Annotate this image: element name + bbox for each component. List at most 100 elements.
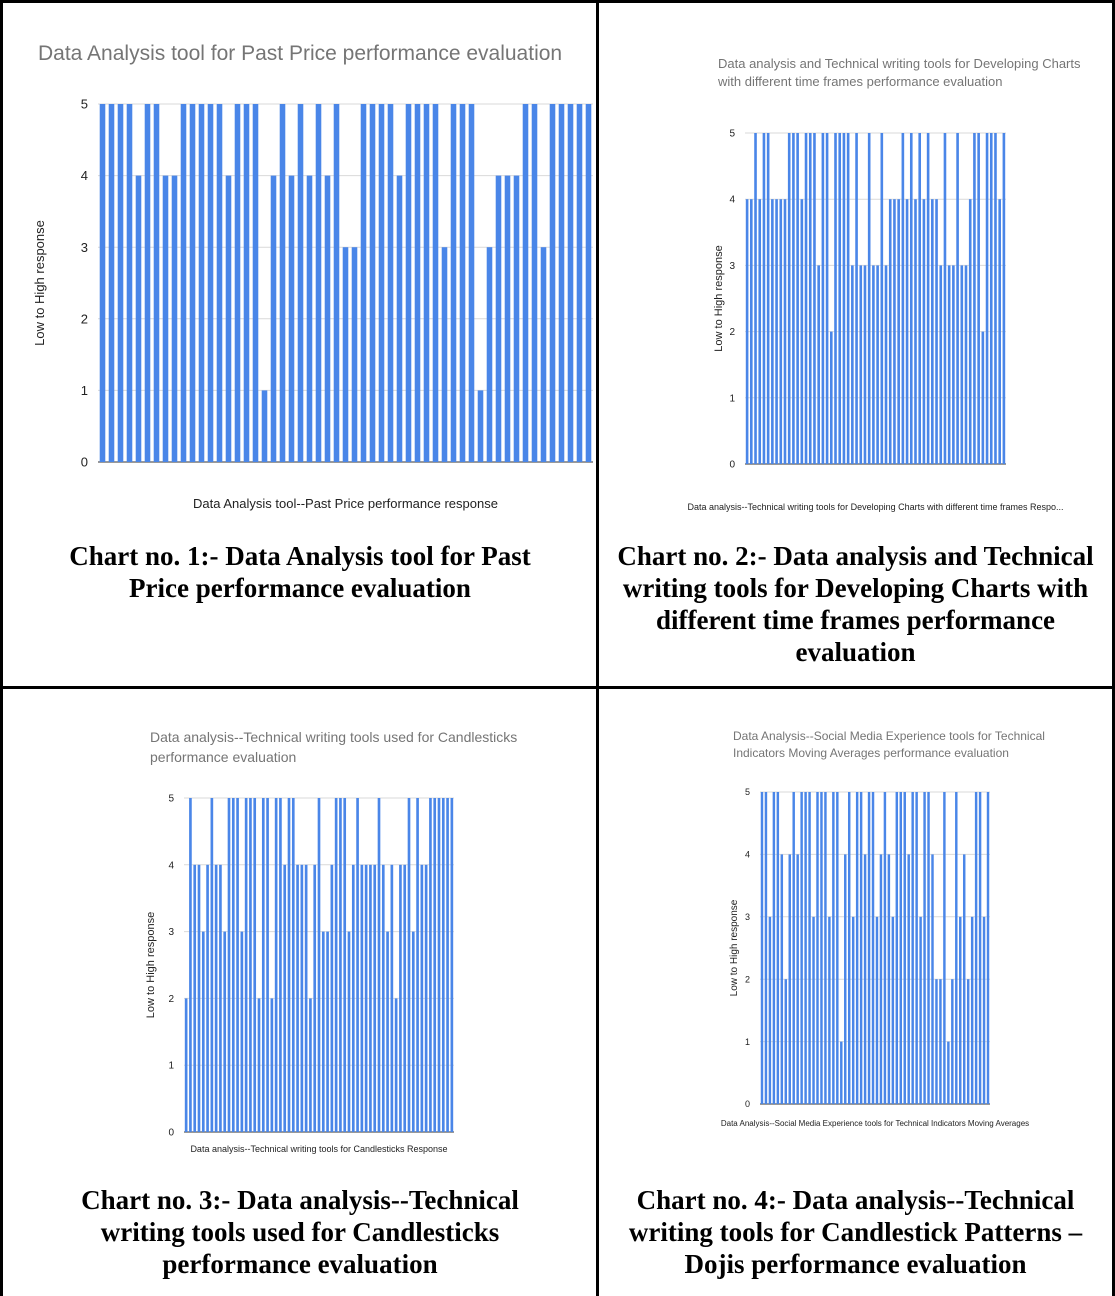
bar: [99, 104, 106, 462]
bar: [330, 864, 334, 1132]
bar: [966, 979, 970, 1104]
bar: [821, 133, 825, 464]
y-tick-label: 5: [168, 794, 174, 805]
bar: [780, 854, 784, 1104]
bar: [943, 133, 947, 464]
bar: [477, 390, 484, 462]
bar: [978, 792, 982, 1104]
bar: [842, 133, 846, 464]
bar: [223, 931, 227, 1132]
bar: [210, 798, 214, 1132]
bar: [468, 104, 475, 462]
bar: [386, 931, 389, 1132]
bar: [117, 104, 124, 462]
bar: [968, 199, 972, 464]
bar: [771, 199, 774, 464]
bar: [855, 792, 859, 1104]
bar: [888, 199, 892, 464]
bar: [441, 247, 448, 462]
bar: [396, 175, 403, 462]
bar: [243, 104, 250, 462]
bar: [951, 979, 954, 1104]
bar: [851, 265, 854, 464]
bar: [922, 199, 926, 464]
bar: [531, 104, 538, 462]
y-tick-label: 3: [729, 261, 735, 272]
bar: [180, 104, 187, 462]
bar: [772, 792, 776, 1104]
bar: [433, 798, 437, 1132]
bar: [326, 931, 329, 1132]
bar: [351, 864, 355, 1132]
bar: [279, 798, 282, 1132]
bar: [450, 798, 454, 1132]
bar: [970, 916, 974, 1104]
bar: [955, 792, 958, 1104]
y-tick-label: 4: [729, 195, 735, 206]
bar: [893, 199, 896, 464]
bar: [249, 798, 252, 1132]
bar: [768, 916, 772, 1104]
bar: [377, 798, 381, 1132]
bar: [871, 792, 875, 1104]
y-tick-label: 5: [745, 787, 750, 797]
bar: [567, 104, 574, 462]
y-tick-label: 2: [729, 327, 735, 338]
bar: [905, 199, 909, 464]
bar: [252, 104, 259, 462]
bar: [206, 864, 209, 1132]
bar: [356, 798, 359, 1132]
bar: [189, 798, 192, 1132]
bar: [378, 104, 385, 462]
bar: [240, 931, 244, 1132]
bar: [334, 798, 338, 1132]
bar: [522, 104, 529, 462]
bar: [291, 798, 295, 1132]
bar: [198, 104, 205, 462]
bar: [558, 104, 565, 462]
x-axis-label: Data analysis--Technical writing tools f…: [190, 1144, 447, 1154]
y-axis-label: Low to High response: [729, 899, 740, 996]
bar: [414, 104, 421, 462]
bar: [309, 998, 312, 1132]
bar: [407, 798, 411, 1132]
bar: [787, 133, 791, 464]
bar: [333, 104, 340, 462]
y-tick-label: 3: [745, 912, 750, 922]
bar: [369, 104, 376, 462]
bar: [360, 864, 364, 1132]
y-tick-label: 3: [81, 240, 88, 255]
bar: [760, 792, 764, 1104]
bar: [745, 199, 749, 464]
bar: [342, 247, 349, 462]
bar: [429, 798, 432, 1132]
y-tick-label: 1: [745, 1037, 750, 1047]
bar: [918, 133, 922, 464]
bar: [829, 331, 833, 464]
y-tick-label: 0: [168, 1128, 174, 1139]
bar: [313, 864, 317, 1132]
bar: [817, 265, 820, 464]
bar: [135, 175, 142, 462]
bar: [432, 104, 439, 462]
x-axis-label: Data Analysis tool--Past Price performan…: [193, 496, 498, 511]
bar: [832, 792, 835, 1104]
bar: [808, 792, 811, 1104]
bar: [405, 104, 412, 462]
chart-title: Data Analysis--Social Media Experience t…: [733, 729, 1045, 743]
bar: [943, 792, 946, 1104]
bar: [306, 175, 313, 462]
bar: [907, 854, 910, 1104]
bar: [189, 104, 196, 462]
bar: [783, 199, 787, 464]
bar: [804, 133, 808, 464]
table-border-middle: [596, 0, 599, 1296]
bar: [846, 133, 850, 464]
bar: [420, 864, 424, 1132]
bar: [504, 175, 511, 462]
bar: [828, 916, 831, 1104]
y-tick-label: 1: [168, 1061, 174, 1072]
chart-title: Data analysis and Technical writing tool…: [718, 56, 1081, 71]
bar: [872, 265, 875, 464]
bar: [437, 798, 441, 1132]
